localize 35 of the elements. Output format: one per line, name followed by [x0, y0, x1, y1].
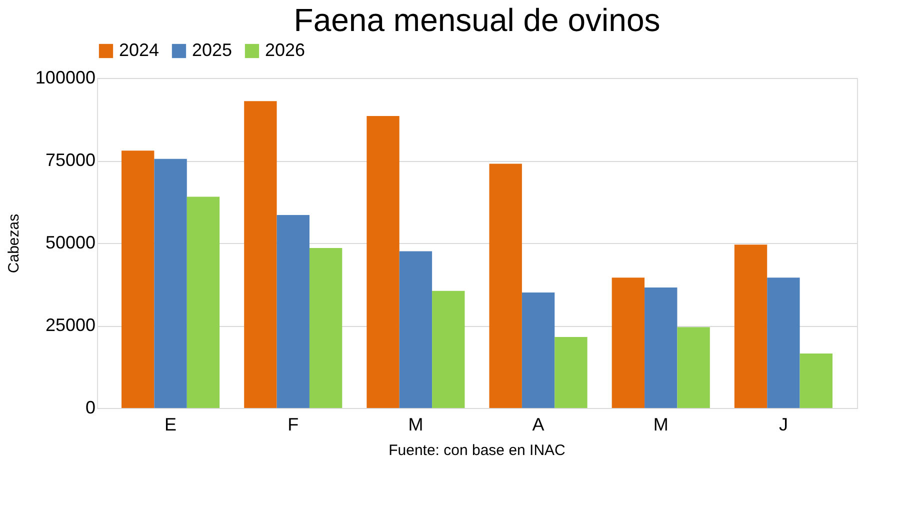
- bar: [644, 288, 678, 408]
- legend-label: 2024: [119, 40, 160, 60]
- source-note: Fuente: con base en INAC: [388, 442, 566, 459]
- bar: [677, 327, 710, 408]
- bar: [734, 244, 768, 408]
- x-tick-label: M: [653, 414, 668, 434]
- x-tick-label: M: [408, 414, 424, 434]
- bar: [489, 164, 522, 408]
- bar: [399, 251, 432, 408]
- x-tick-label: A: [532, 414, 544, 434]
- bar: [276, 214, 310, 408]
- bar: [767, 278, 800, 408]
- y-axis-title: Cabezas: [5, 214, 22, 274]
- y-tick-label: 75000: [45, 150, 96, 170]
- y-tick-label: 100000: [35, 68, 96, 88]
- y-tick-label: 0: [85, 398, 96, 418]
- bar: [186, 196, 220, 408]
- bar: [366, 116, 400, 408]
- bar: [154, 158, 187, 408]
- bar: [244, 101, 277, 408]
- bar: [522, 292, 555, 408]
- x-tick-label: J: [778, 414, 788, 434]
- x-tick-label: E: [164, 414, 177, 434]
- y-tick-label: 50000: [45, 232, 96, 252]
- legend-label: 2026: [265, 40, 306, 60]
- y-tick-label: 25000: [45, 315, 96, 335]
- bar: [309, 248, 342, 408]
- bar: [612, 278, 645, 408]
- bar: [800, 354, 832, 408]
- bar: [554, 337, 588, 408]
- x-tick-label: F: [288, 414, 299, 434]
- bar: [432, 290, 465, 408]
- chart-title: Faena mensual de ovinos: [294, 2, 660, 38]
- legend-label: 2025: [192, 40, 232, 60]
- bar: [122, 150, 154, 408]
